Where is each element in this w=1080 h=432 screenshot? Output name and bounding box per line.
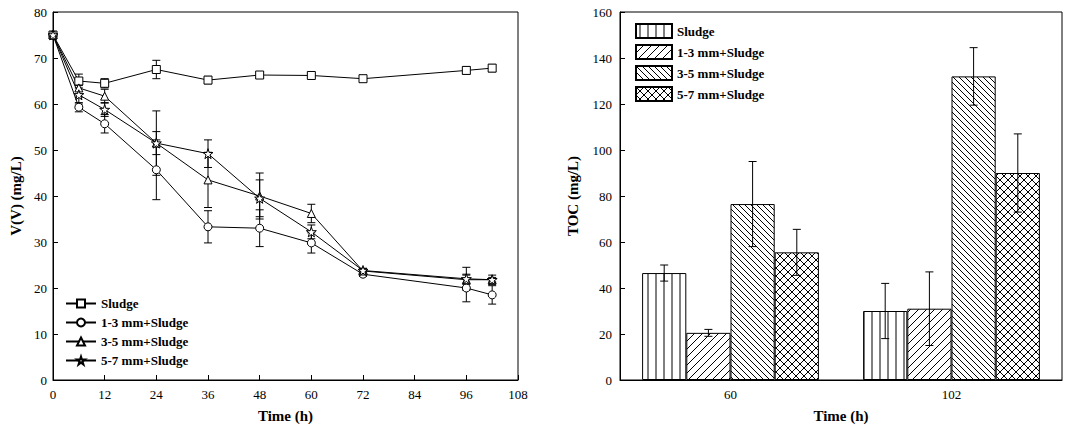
svg-text:Sludge: Sludge bbox=[101, 296, 139, 311]
svg-text:120: 120 bbox=[593, 97, 613, 112]
svg-text:40: 40 bbox=[599, 281, 612, 296]
svg-text:0: 0 bbox=[41, 373, 48, 388]
svg-text:Sludge: Sludge bbox=[677, 24, 715, 39]
svg-text:0: 0 bbox=[606, 373, 613, 388]
svg-text:80: 80 bbox=[34, 5, 47, 20]
svg-text:60: 60 bbox=[724, 387, 737, 402]
svg-text:108: 108 bbox=[508, 387, 528, 402]
svg-text:3-5 mm+Sludge: 3-5 mm+Sludge bbox=[677, 66, 764, 81]
svg-text:40: 40 bbox=[34, 189, 47, 204]
svg-text:V(V) (mg/L): V(V) (mg/L) bbox=[8, 156, 25, 236]
svg-text:12: 12 bbox=[98, 387, 111, 402]
svg-text:0: 0 bbox=[50, 387, 57, 402]
svg-text:60: 60 bbox=[34, 97, 47, 112]
svg-text:5-7 mm+Sludge: 5-7 mm+Sludge bbox=[101, 353, 188, 368]
svg-text:3-5 mm+Sludge: 3-5 mm+Sludge bbox=[101, 334, 188, 349]
svg-text:1-3 mm+Sludge: 1-3 mm+Sludge bbox=[101, 315, 188, 330]
svg-text:60: 60 bbox=[599, 235, 612, 250]
svg-text:50: 50 bbox=[34, 143, 47, 158]
svg-text:48: 48 bbox=[253, 387, 266, 402]
svg-text:100: 100 bbox=[593, 143, 613, 158]
svg-text:96: 96 bbox=[460, 387, 474, 402]
svg-text:60: 60 bbox=[305, 387, 318, 402]
svg-text:70: 70 bbox=[34, 51, 47, 66]
svg-text:80: 80 bbox=[599, 189, 612, 204]
svg-text:36: 36 bbox=[202, 387, 216, 402]
svg-text:24: 24 bbox=[150, 387, 164, 402]
svg-text:Time (h): Time (h) bbox=[258, 408, 313, 425]
svg-text:20: 20 bbox=[34, 281, 47, 296]
svg-text:102: 102 bbox=[942, 387, 962, 402]
svg-text:160: 160 bbox=[593, 5, 613, 20]
svg-text:1-3 mm+Sludge: 1-3 mm+Sludge bbox=[677, 45, 764, 60]
svg-text:72: 72 bbox=[357, 387, 370, 402]
svg-text:84: 84 bbox=[408, 387, 422, 402]
svg-text:30: 30 bbox=[34, 235, 47, 250]
svg-text:TOC (mg/L): TOC (mg/L) bbox=[565, 156, 582, 236]
svg-text:5-7 mm+Sludge: 5-7 mm+Sludge bbox=[677, 87, 764, 102]
svg-text:20: 20 bbox=[599, 327, 612, 342]
svg-text:140: 140 bbox=[593, 51, 613, 66]
svg-text:Time (h): Time (h) bbox=[813, 408, 868, 425]
svg-text:10: 10 bbox=[34, 327, 47, 342]
